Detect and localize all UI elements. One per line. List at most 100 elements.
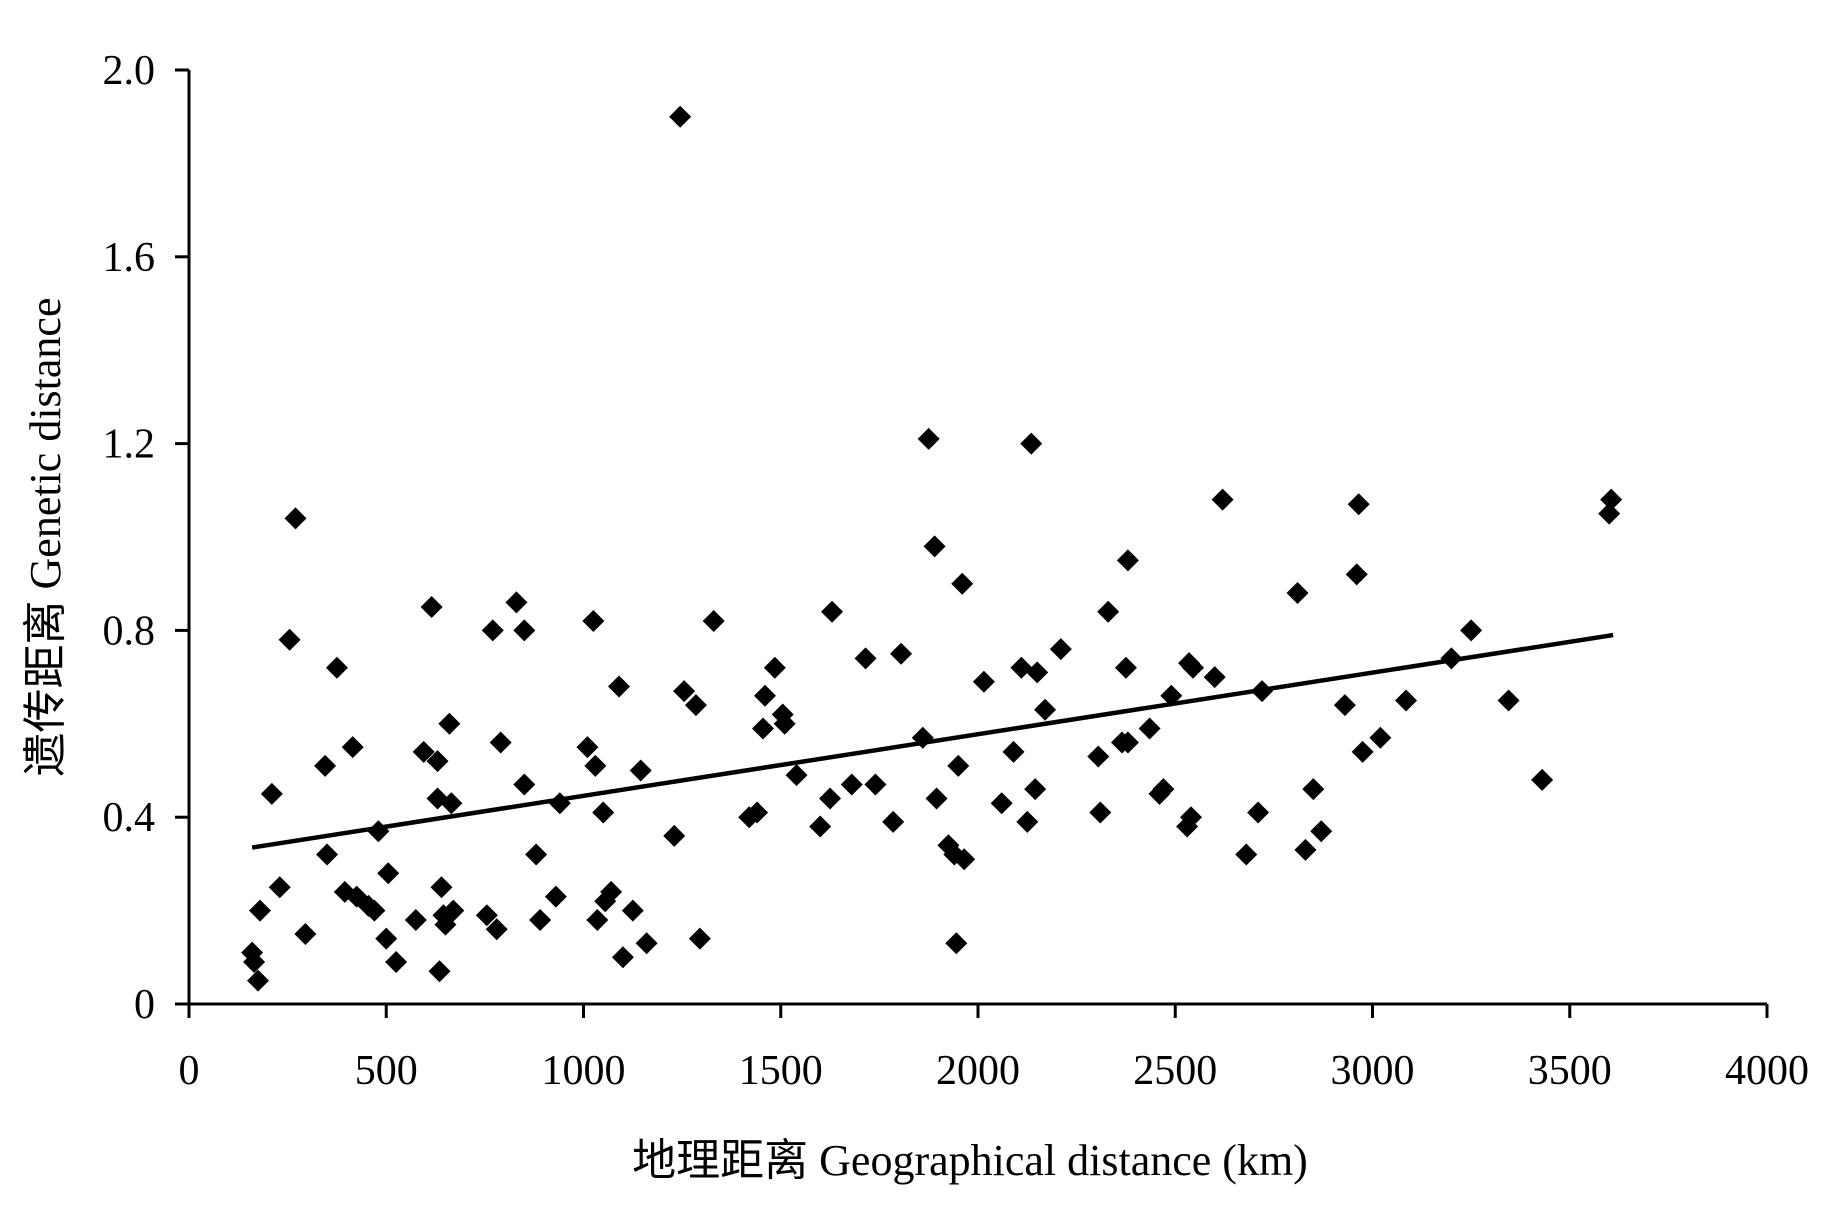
data-point <box>260 782 283 805</box>
data-point <box>576 736 599 759</box>
data-point <box>600 880 623 903</box>
data-point <box>840 773 863 796</box>
data-point <box>249 899 272 922</box>
x-tick-label: 500 <box>355 1048 418 1094</box>
y-tick-label: 0.4 <box>103 795 156 841</box>
data-point <box>513 773 536 796</box>
y-tick-label: 1.2 <box>103 422 156 468</box>
data-point <box>1294 838 1317 861</box>
trend-line <box>251 632 1614 850</box>
data-point <box>990 792 1013 815</box>
data-point <box>1182 656 1205 679</box>
data-point <box>1002 740 1025 763</box>
data-point <box>420 596 443 619</box>
data-point <box>1016 810 1039 833</box>
data-point <box>247 969 270 992</box>
data-point <box>385 950 408 973</box>
data-point <box>586 908 609 931</box>
data-point <box>404 908 427 931</box>
data-point <box>972 670 995 693</box>
data-point <box>1351 740 1374 763</box>
data-point <box>1286 582 1309 605</box>
data-point <box>243 950 266 973</box>
data-point <box>945 932 968 955</box>
data-point <box>341 736 364 759</box>
data-point <box>1333 694 1356 717</box>
plot-area: 0 0.4 0.8 1.2 1.6 2.0 0 500 1000 1500 2000 2500 3000… <box>103 48 1810 1094</box>
data-point <box>669 105 692 128</box>
x-tick-label: 2000 <box>936 1048 1020 1094</box>
data-point <box>1024 778 1047 801</box>
data-point <box>1180 806 1203 829</box>
y-tick-label: 2.0 <box>103 48 156 94</box>
data-point <box>1395 689 1418 712</box>
data-point <box>1020 432 1043 455</box>
data-point <box>278 628 301 651</box>
data-point <box>428 960 451 983</box>
data-point <box>1087 745 1110 768</box>
data-point <box>268 876 291 899</box>
y-axis-title: 遗传距离 Genetic distance <box>21 298 70 777</box>
data-point <box>412 740 435 763</box>
data-point <box>951 572 974 595</box>
data-point <box>1034 698 1057 721</box>
data-point <box>426 750 449 773</box>
data-point <box>489 731 512 754</box>
data-point <box>688 927 711 950</box>
data-point <box>763 656 786 679</box>
data-point <box>923 535 946 558</box>
data-point <box>1369 726 1392 749</box>
data-point <box>1152 778 1175 801</box>
data-point <box>673 680 696 703</box>
data-point <box>684 694 707 717</box>
data-point <box>1247 801 1270 824</box>
data-point <box>1302 778 1325 801</box>
data-point <box>314 754 337 777</box>
data-point <box>953 848 976 871</box>
data-point <box>485 918 508 941</box>
x-tick-label: 0 <box>179 1048 200 1094</box>
data-point <box>751 717 774 740</box>
data-point <box>1600 488 1623 511</box>
data-point <box>375 927 398 950</box>
y-tick-label: 0.8 <box>103 608 156 654</box>
data-point <box>505 591 528 614</box>
x-tick-label: 4000 <box>1725 1048 1809 1094</box>
data-point <box>925 787 948 810</box>
data-point <box>1116 549 1139 572</box>
data-point <box>1010 656 1033 679</box>
data-point <box>773 712 796 735</box>
data-point <box>947 754 970 777</box>
data-point <box>635 932 658 955</box>
data-point <box>819 787 842 810</box>
data-point <box>544 885 567 908</box>
data-point <box>582 610 605 633</box>
data-point <box>629 759 652 782</box>
data-point <box>316 843 339 866</box>
x-tick-label: 3500 <box>1528 1048 1612 1094</box>
data-point <box>1345 563 1368 586</box>
data-point <box>529 908 552 931</box>
data-point <box>1089 801 1112 824</box>
data-point <box>525 843 548 866</box>
data-point <box>890 642 913 665</box>
data-point <box>284 507 307 530</box>
data-point <box>882 810 905 833</box>
data-point <box>1598 502 1621 525</box>
data-point <box>785 764 808 787</box>
data-point <box>608 675 631 698</box>
data-point <box>1497 689 1520 712</box>
data-point <box>621 899 644 922</box>
data-point <box>592 801 615 824</box>
data-point <box>475 904 498 927</box>
y-tick-label: 1.6 <box>103 235 156 281</box>
data-point <box>481 619 504 642</box>
data-point <box>363 899 386 922</box>
data-point <box>746 801 769 824</box>
x-tick-label: 2500 <box>1133 1048 1217 1094</box>
data-point <box>917 427 940 450</box>
data-point <box>663 824 686 847</box>
x-tick-label: 1000 <box>542 1048 626 1094</box>
data-point <box>1211 488 1234 511</box>
